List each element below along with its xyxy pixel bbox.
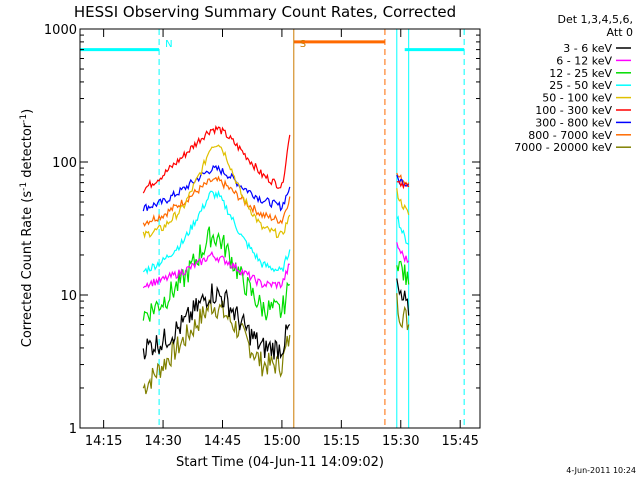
series-line-0 xyxy=(142,283,291,360)
series-line-2-8 xyxy=(396,293,410,331)
series-line-2-2 xyxy=(396,260,410,285)
y-axis-label-sup-1: -1 xyxy=(19,182,29,191)
series-5 xyxy=(142,124,410,194)
legend-label-0: 3 - 6 keV xyxy=(563,42,612,55)
series-line-3 xyxy=(142,189,291,275)
legend-label-7: 800 - 7000 keV xyxy=(528,129,612,142)
y-axis-label-sup-2: -1 xyxy=(19,114,29,123)
y-axis: 1 10 100 1000 xyxy=(44,23,480,437)
x-tick-label-5: 15:30 xyxy=(382,434,419,449)
legend-label-1: 6 - 12 keV xyxy=(556,54,612,67)
timestamp: 4-Jun-2011 10:24 xyxy=(566,466,636,475)
x-tick-label-2: 14:45 xyxy=(204,434,241,449)
x-axis: 14:15 14:30 14:45 15:00 15:15 15:30 15:45 xyxy=(85,29,479,449)
legend-label-3: 25 - 50 keV xyxy=(549,79,612,92)
x-tick-label-0: 14:15 xyxy=(85,434,122,449)
y-axis-label: Corrected Count Rate (s-1 detector-1) xyxy=(19,109,35,347)
x-tick-label-4: 15:15 xyxy=(323,434,360,449)
series-4 xyxy=(142,144,410,239)
series-line-2-4 xyxy=(396,188,410,216)
y-axis-label-mid: detector xyxy=(20,122,35,182)
marker-label-1: S xyxy=(300,39,306,50)
legend-label-6: 300 - 800 keV xyxy=(535,116,612,129)
legend-label-8: 7000 - 20000 keV xyxy=(514,141,612,154)
series-6 xyxy=(142,164,410,212)
legend-label-2: 12 - 25 keV xyxy=(549,67,612,80)
series-line-4 xyxy=(142,144,291,239)
series-line-6 xyxy=(142,164,291,212)
legend-label-5: 100 - 300 keV xyxy=(535,104,612,117)
y-tick-label-0: 1 xyxy=(69,422,77,437)
legend-header-line-2: Att 0 xyxy=(607,26,633,39)
series-0 xyxy=(142,278,410,360)
x-axis-label: Start Time (04-Jun-11 14:09:02) xyxy=(176,455,384,470)
y-tick-label-3: 1000 xyxy=(44,23,77,38)
series-8 xyxy=(142,293,410,395)
y-tick-label-1: 10 xyxy=(60,289,77,304)
x-tick-label-1: 14:30 xyxy=(144,434,181,449)
series-line-8 xyxy=(142,299,291,395)
series-3 xyxy=(142,189,410,275)
series-1 xyxy=(142,242,410,290)
y-axis-label-main: Corrected Count Rate (s xyxy=(20,191,35,348)
series-line-7 xyxy=(142,175,291,228)
series-line-2-1 xyxy=(396,242,410,264)
x-tick-label-6: 15:45 xyxy=(441,434,478,449)
series-line-2-5 xyxy=(396,180,410,190)
chart-title: HESSI Observing Summary Count Rates, Cor… xyxy=(74,3,456,21)
series-line-2-0 xyxy=(396,278,410,316)
series-layer xyxy=(142,124,410,395)
plot-frame xyxy=(79,28,481,429)
series-2 xyxy=(142,226,410,322)
series-line-1 xyxy=(142,250,290,290)
legend-label-4: 50 - 100 keV xyxy=(542,92,612,105)
y-axis-label-end: ) xyxy=(20,109,35,114)
series-line-5 xyxy=(142,124,291,194)
y-tick-label-2: 100 xyxy=(52,156,77,171)
series-line-2 xyxy=(142,226,291,322)
series-line-2-6 xyxy=(396,174,410,188)
series-line-2-3 xyxy=(396,215,410,245)
marker-label-0: N xyxy=(165,39,172,50)
legend-header-line-1: Det 1,3,4,5,6, xyxy=(557,13,633,26)
x-tick-label-3: 15:00 xyxy=(263,434,300,449)
